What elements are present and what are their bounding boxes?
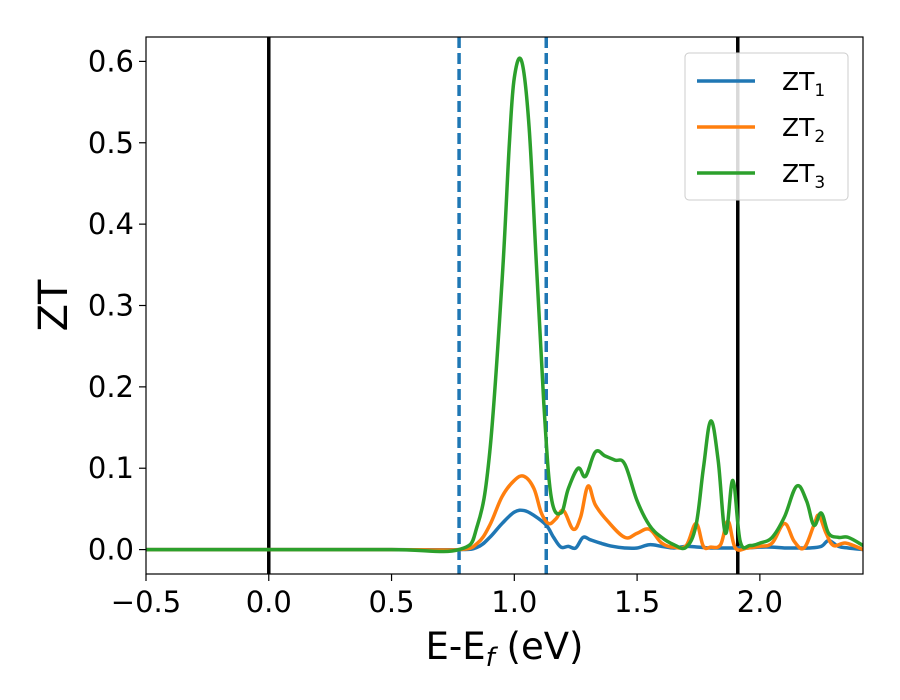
x-tick-label: 0.5: [368, 585, 414, 619]
series-line-zt3: [146, 56, 863, 554]
y-tick-label: 0.3: [88, 289, 134, 323]
x-tick-label: 1.5: [614, 585, 660, 619]
y-tick-label: 0.2: [88, 370, 134, 404]
legend-label-zt2: ZT2: [782, 113, 825, 147]
x-tick-label: −0.5: [111, 585, 181, 619]
y-tick-label: 0.1: [88, 451, 134, 485]
y-tick-label: 0.0: [88, 533, 134, 567]
series-line-zt1: [146, 508, 863, 552]
y-tick-label: 0.5: [88, 126, 134, 160]
x-axis-title: E-Ef (eV): [426, 625, 584, 673]
legend: ZT1 ZT2 ZT3: [684, 52, 849, 201]
legend-label-zt1: ZT1: [782, 67, 825, 101]
y-tick-label: 0.4: [88, 207, 134, 241]
axes: −0.5 0.0 0.5 1.0 1.5 2.0 0.0 0.1 0.2 0.3 0.4 0.5 0.6…: [31, 36, 864, 673]
y-axis-title: ZT: [31, 279, 77, 331]
legend-box: [684, 52, 849, 201]
x-tick-label: 0.0: [246, 585, 292, 619]
series-line-zt2: [146, 474, 863, 552]
x-tick-label: 1.0: [491, 585, 537, 619]
y-tick-label: 0.6: [88, 44, 134, 78]
legend-label-zt3: ZT3: [782, 159, 825, 193]
x-tick-label: 2.0: [737, 585, 783, 619]
